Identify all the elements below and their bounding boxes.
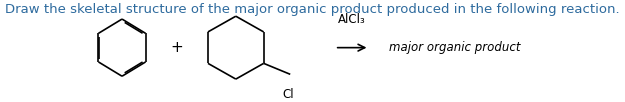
Text: Cl: Cl <box>282 88 294 101</box>
Text: Draw the skeletal structure of the major organic product produced in the followi: Draw the skeletal structure of the major… <box>5 3 620 16</box>
Text: major organic product: major organic product <box>389 41 521 54</box>
Text: AlCl₃: AlCl₃ <box>338 13 366 26</box>
Text: +: + <box>170 40 183 55</box>
